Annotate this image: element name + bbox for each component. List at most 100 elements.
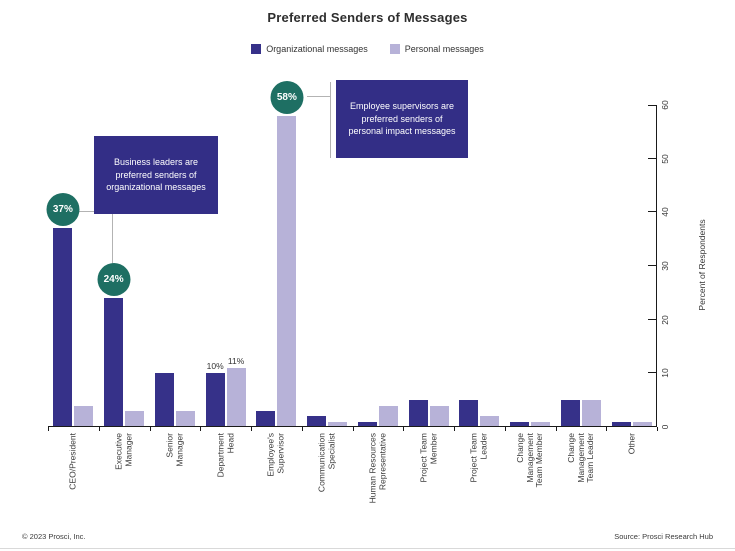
y-tick-label: 20 bbox=[660, 314, 670, 325]
bar-group: Senior Manager bbox=[150, 105, 201, 467]
bar-personal: 11% bbox=[226, 356, 246, 427]
copyright-text: © 2023 Prosci, Inc. bbox=[22, 532, 86, 541]
x-axis-category-label: Department Head bbox=[215, 433, 235, 478]
x-tick-mark bbox=[555, 427, 557, 431]
y-tick-mark bbox=[648, 157, 656, 159]
y-tick-mark bbox=[648, 265, 656, 266]
bar-personal bbox=[328, 421, 348, 427]
bar-personal bbox=[378, 405, 398, 427]
bar-group: Human Resources Representative bbox=[353, 105, 404, 503]
chart-title: Preferred Senders of Messages bbox=[267, 10, 468, 25]
y-tick-label: 30 bbox=[660, 261, 670, 271]
legend-swatch-personal-icon bbox=[389, 44, 400, 54]
x-tick-mark bbox=[454, 427, 455, 431]
x-axis-category-label: Change Management Team Member bbox=[514, 433, 544, 488]
x-axis-category-label: Change Management Team Leader bbox=[565, 433, 595, 483]
legend-label-personal: Personal messages bbox=[404, 44, 484, 54]
source-text: Source: Prosci Research Hub bbox=[614, 532, 713, 541]
bar-personal: 58% bbox=[270, 80, 304, 427]
bar-organizational: 10% bbox=[205, 361, 225, 427]
x-axis-category-label: Project Team Member bbox=[418, 433, 438, 483]
bar-organizational bbox=[459, 400, 479, 427]
x-axis-category-label: Employee's Supervisor bbox=[265, 433, 286, 477]
bars-container: 37% CEO/President 24% Executive Manager Seni… bbox=[46, 80, 657, 503]
x-axis-category-label: Senior Manager bbox=[164, 433, 184, 467]
legend-item-organizational: Organizational messages bbox=[251, 44, 368, 54]
bar-personal bbox=[74, 405, 94, 427]
y-tick-label: 50 bbox=[660, 153, 670, 164]
bar-organizational bbox=[611, 421, 631, 427]
x-tick-mark bbox=[48, 427, 49, 431]
legend-item-personal: Personal messages bbox=[389, 44, 484, 54]
value-badge: 58% bbox=[270, 80, 304, 114]
bar-personal bbox=[125, 410, 145, 427]
bar-group: 37% CEO/President bbox=[46, 105, 99, 490]
bar-personal bbox=[480, 416, 500, 427]
x-axis-category-label: CEO/President bbox=[67, 433, 78, 490]
x-tick-mark bbox=[606, 427, 608, 431]
bar-group: 24% Executive Manager bbox=[97, 105, 150, 470]
y-tick-mark bbox=[648, 372, 656, 374]
bar-group: 10% 11% Department Head bbox=[200, 105, 251, 477]
value-badge: 37% bbox=[46, 193, 80, 227]
y-tick-label: 60 bbox=[660, 100, 670, 110]
plot-area: 37% CEO/President 24% Executive Manager Seni… bbox=[46, 80, 658, 503]
x-tick-mark bbox=[301, 427, 303, 431]
x-axis-category-label: Other bbox=[625, 433, 636, 455]
value-badge: 24% bbox=[97, 263, 131, 297]
bar-organizational bbox=[408, 400, 428, 427]
bar-organizational bbox=[154, 373, 174, 427]
y-axis-title: Percent of Respondents bbox=[697, 219, 707, 311]
x-axis-category-label: Human Resources Representative bbox=[367, 433, 387, 504]
annotation-employee-supervisors: Employee supervisors are preferred sende… bbox=[336, 80, 468, 158]
bar-group: Change Management Team Leader bbox=[556, 105, 607, 483]
bar-personal bbox=[429, 405, 449, 427]
y-tick-label: 10 bbox=[660, 368, 670, 379]
x-axis-category-label: Project Team Leader bbox=[468, 433, 489, 483]
annotation-business-leaders: Business leaders are preferred senders o… bbox=[94, 136, 218, 214]
bar-group: 58% Employee's Supervisor bbox=[251, 80, 304, 477]
x-axis-category-label: Executive Manager bbox=[113, 433, 134, 470]
bar-organizational bbox=[560, 400, 580, 427]
bar-personal bbox=[531, 421, 551, 427]
bar-organizational bbox=[256, 410, 276, 427]
x-tick-mark bbox=[403, 427, 405, 431]
bar-organizational: 37% bbox=[46, 193, 80, 427]
connector-line-box2-accent bbox=[330, 82, 331, 158]
x-tick-mark bbox=[504, 427, 506, 431]
x-tick-mark bbox=[149, 427, 151, 431]
connector-line-box-to-24 bbox=[112, 214, 113, 266]
bar-personal bbox=[581, 400, 601, 427]
y-tick-mark bbox=[648, 426, 656, 427]
legend: Organizational messages Personal message… bbox=[0, 44, 735, 54]
legend-swatch-organizational-icon bbox=[251, 44, 262, 54]
x-tick-mark bbox=[200, 427, 202, 431]
y-tick-label: 40 bbox=[660, 207, 670, 218]
bar-group: Change Management Team Member bbox=[505, 105, 556, 487]
connector-line-58-to-box bbox=[307, 96, 331, 97]
bar-personal bbox=[175, 410, 195, 427]
y-axis-line bbox=[656, 105, 657, 427]
bar-organizational bbox=[307, 416, 327, 427]
bar-group: Project Team Member bbox=[403, 105, 454, 482]
x-tick-mark bbox=[98, 427, 100, 431]
bar-organizational bbox=[510, 421, 530, 427]
bar-organizational bbox=[357, 421, 377, 427]
x-tick-mark bbox=[352, 427, 354, 431]
y-tick-label: 0 bbox=[660, 424, 670, 430]
bar-personal bbox=[632, 421, 652, 427]
x-axis-category-label: Communication Specialist bbox=[316, 433, 337, 493]
y-tick-mark bbox=[648, 318, 656, 320]
bottom-divider bbox=[0, 548, 735, 549]
value-label: 10% bbox=[206, 361, 224, 372]
x-tick-mark bbox=[251, 427, 252, 431]
bar-group: Project Team Leader bbox=[454, 105, 505, 482]
x-axis-line bbox=[48, 426, 657, 427]
legend-label-organizational: Organizational messages bbox=[266, 44, 368, 54]
y-tick-mark bbox=[648, 105, 656, 106]
bar-organizational: 24% bbox=[97, 263, 131, 427]
x-tick-mark bbox=[657, 427, 658, 431]
bar-group: Communication Specialist bbox=[302, 105, 353, 492]
bar-group: Other bbox=[606, 105, 657, 454]
